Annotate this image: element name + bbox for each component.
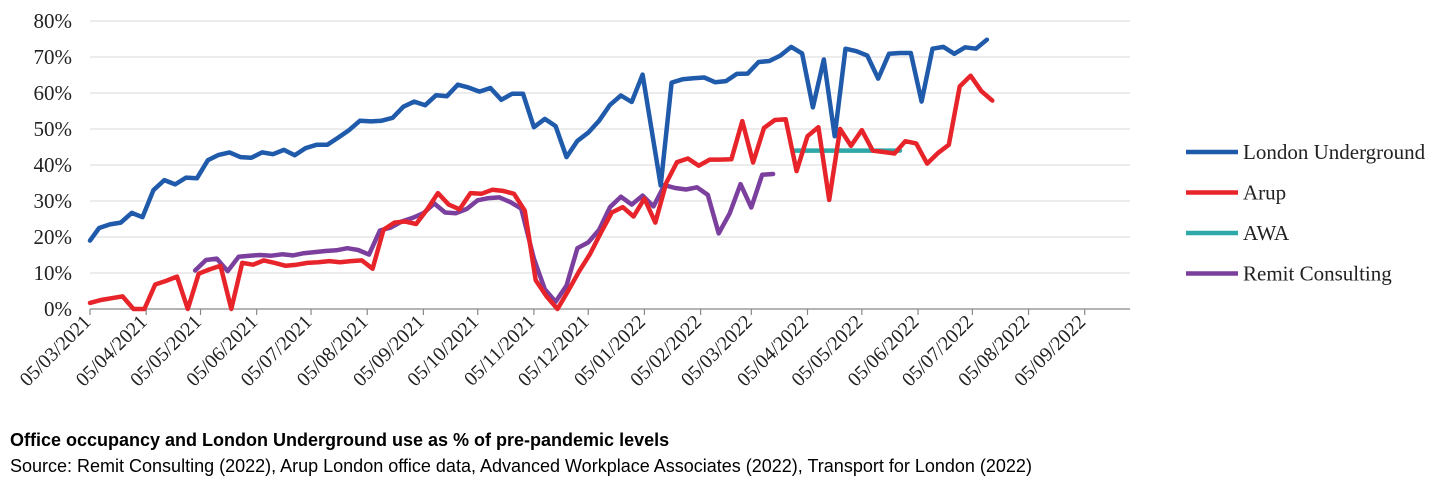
- y-tick-label: 70%: [34, 45, 73, 69]
- y-tick-label: 0%: [44, 297, 72, 321]
- chart-caption-source: Source: Remit Consulting (2022), Arup Lo…: [10, 456, 1032, 476]
- line-chart: 05/03/202105/04/202105/05/202105/06/2021…: [16, 9, 1426, 391]
- y-tick-label: 40%: [34, 153, 73, 177]
- y-axis-tick-labels: 0% 10% 20% 30% 40% 50% 60% 70% 80%: [34, 9, 73, 321]
- legend-label-awa: AWA: [1243, 221, 1290, 245]
- series-line-remit-consulting: [192, 171, 776, 305]
- y-tick-label: 30%: [34, 189, 73, 213]
- legend: London Underground Arup AWA Remit Consultin…: [1186, 140, 1426, 286]
- chart-gridlines: [90, 20, 1130, 274]
- y-tick-label: 10%: [34, 261, 73, 285]
- x-axis-ticks: 05/03/202105/04/202105/05/202105/06/2021…: [16, 309, 1090, 391]
- legend-label-remit-consulting: Remit Consulting: [1243, 262, 1392, 286]
- chart-caption-title: Office occupancy and London Underground …: [10, 430, 670, 450]
- series-lines: [87, 37, 995, 312]
- y-tick-label: 20%: [34, 225, 73, 249]
- legend-label-arup: Arup: [1243, 181, 1286, 205]
- legend-label-london-underground: London Underground: [1243, 140, 1426, 164]
- series-line-arup: [87, 73, 995, 312]
- y-tick-label: 80%: [34, 9, 73, 33]
- series-line-london-underground: [87, 37, 990, 243]
- y-tick-label: 60%: [34, 81, 73, 105]
- y-tick-label: 50%: [34, 117, 73, 141]
